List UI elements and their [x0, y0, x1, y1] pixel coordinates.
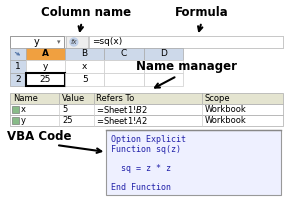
Text: sq = z * z: sq = z * z — [111, 164, 171, 173]
Bar — [10, 60, 26, 73]
Text: x: x — [21, 105, 26, 114]
Text: 1: 1 — [15, 62, 21, 71]
Text: =Sheet1!$A$2: =Sheet1!$A$2 — [96, 115, 149, 126]
Text: x: x — [82, 62, 87, 71]
Text: y: y — [21, 116, 26, 125]
Bar — [10, 104, 283, 115]
Bar — [10, 36, 64, 48]
Circle shape — [70, 38, 78, 46]
Text: End Function: End Function — [111, 183, 171, 192]
Text: Formula: Formula — [175, 6, 228, 19]
Bar — [12, 117, 19, 124]
Bar — [66, 36, 88, 48]
Bar — [65, 73, 104, 86]
Bar — [10, 93, 283, 104]
Text: D: D — [160, 49, 167, 58]
Text: Scope: Scope — [204, 94, 230, 103]
Text: =Sheet1!$B$2: =Sheet1!$B$2 — [96, 104, 149, 115]
Text: Workbook: Workbook — [204, 116, 246, 125]
Text: y: y — [43, 62, 48, 71]
Bar — [144, 73, 183, 86]
Bar — [10, 36, 283, 48]
Text: Value: Value — [62, 94, 85, 103]
Bar — [26, 60, 65, 73]
Bar — [104, 73, 144, 86]
Bar — [104, 48, 144, 60]
Text: B: B — [82, 49, 88, 58]
Text: =sq(x): =sq(x) — [92, 38, 123, 46]
Text: y: y — [34, 37, 40, 47]
Bar — [10, 115, 283, 126]
Bar — [65, 60, 104, 73]
Bar — [144, 60, 183, 73]
Bar — [65, 48, 104, 60]
Bar — [10, 48, 26, 60]
Bar — [144, 48, 183, 60]
Bar — [104, 60, 144, 73]
Text: 5: 5 — [82, 75, 88, 84]
Text: 25: 25 — [40, 75, 51, 84]
Text: VBA Code: VBA Code — [7, 130, 72, 143]
Text: A: A — [42, 49, 49, 58]
Text: Function sq(z): Function sq(z) — [111, 145, 181, 154]
Bar — [89, 36, 283, 48]
Bar — [10, 73, 26, 86]
Text: Name manager: Name manager — [136, 60, 237, 73]
Text: Refers To: Refers To — [96, 94, 135, 103]
Bar — [26, 48, 65, 60]
Text: Workbook: Workbook — [204, 105, 246, 114]
Text: C: C — [121, 49, 127, 58]
Text: Column name: Column name — [41, 6, 131, 19]
Text: 5: 5 — [62, 105, 67, 114]
Text: fx: fx — [71, 39, 77, 45]
Text: Name: Name — [13, 94, 38, 103]
Bar — [26, 73, 65, 86]
Text: 25: 25 — [62, 116, 73, 125]
Text: ▾: ▾ — [57, 40, 61, 46]
Text: 2: 2 — [15, 75, 21, 84]
Bar — [106, 130, 281, 195]
Text: Option Explicit: Option Explicit — [111, 135, 186, 144]
Bar — [12, 106, 19, 113]
